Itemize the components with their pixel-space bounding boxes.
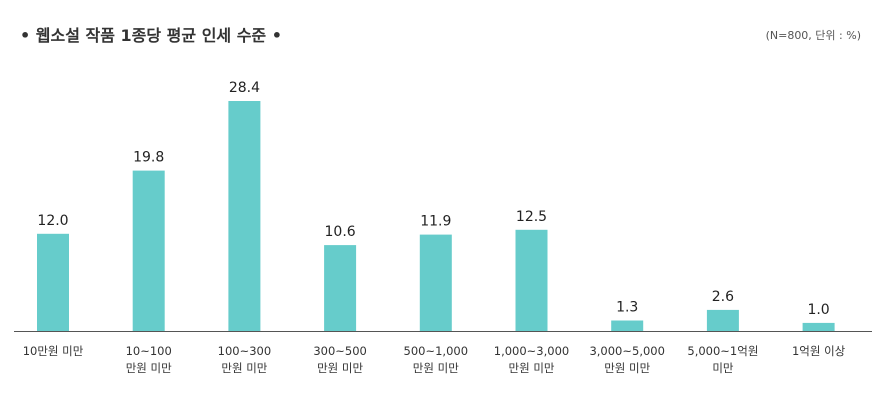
category-label-4-line-0: 500~1,000 [404,344,469,358]
value-label-4: 11.9 [420,214,451,230]
bar-4 [419,234,452,331]
bar-3 [324,245,357,331]
category-label-5-line-0: 1,000~3,000 [494,344,569,358]
category-label-5-line-1: 만원 미만 [509,361,555,375]
bar-1 [132,170,165,331]
value-label-8: 1.0 [807,302,829,318]
bar-0 [37,233,69,331]
category-label-3-line-1: 만원 미만 [317,361,363,375]
value-label-0: 12.0 [37,213,68,229]
value-label-2: 28.4 [229,80,260,96]
category-label-8-line-0: 1억원 이상 [792,344,846,358]
value-label-6: 1.3 [616,300,638,316]
bar-6 [611,320,644,331]
category-label-4-line-1: 만원 미만 [413,361,459,375]
value-labels-group: 12.0 19.8 28.4 10.6 11.9 12.5 1.3 2.6 1.0 [37,80,829,318]
category-label-0-line-0: 10만원 미만 [23,344,84,358]
chart-title: • 웹소설 작품 1종당 평균 인세 수준 • [20,26,282,45]
value-label-3: 10.6 [325,224,356,240]
category-label-1-line-0: 10~100 [126,344,172,358]
category-label-2-line-0: 100~300 [218,344,272,358]
bar-2 [228,101,261,331]
sample-unit-note: (N=800, 단위 : %) [765,29,861,42]
category-label-7-line-0: 5,000~1억원 [687,344,758,358]
bars-group [37,101,835,332]
category-labels-group: 10만원 미만 10~100 만원 미만 100~300 만원 미만 300~500 만원 … [23,344,846,375]
bar-8 [802,322,835,331]
value-label-5: 12.5 [516,209,547,225]
bar-7 [706,309,739,331]
value-label-1: 19.8 [133,150,164,166]
bar-5 [515,229,548,332]
category-label-3-line-0: 300~500 [313,344,367,358]
category-label-6-line-0: 3,000~5,000 [589,344,664,358]
category-label-1-line-1: 만원 미만 [126,361,172,375]
category-label-6-line-1: 만원 미만 [604,361,650,375]
category-label-7-line-1: 미만 [712,361,734,375]
value-label-7: 2.6 [712,289,734,305]
category-label-2-line-1: 만원 미만 [221,361,267,375]
